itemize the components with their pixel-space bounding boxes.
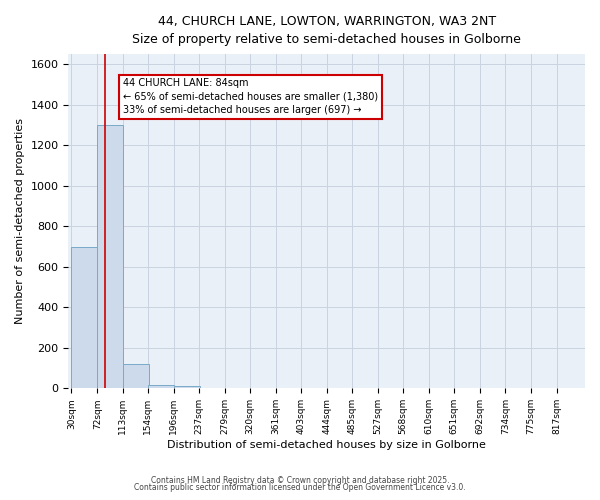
Y-axis label: Number of semi-detached properties: Number of semi-detached properties	[15, 118, 25, 324]
Bar	[174, 386, 200, 388]
Bar	[122, 364, 149, 388]
Text: Contains HM Land Registry data © Crown copyright and database right 2025.: Contains HM Land Registry data © Crown c…	[151, 476, 449, 485]
Bar	[97, 125, 123, 388]
Bar	[71, 246, 97, 388]
Text: Contains public sector information licensed under the Open Government Licence v3: Contains public sector information licen…	[134, 484, 466, 492]
Title: 44, CHURCH LANE, LOWTON, WARRINGTON, WA3 2NT
Size of property relative to semi-d: 44, CHURCH LANE, LOWTON, WARRINGTON, WA3…	[132, 15, 521, 46]
X-axis label: Distribution of semi-detached houses by size in Golborne: Distribution of semi-detached houses by …	[167, 440, 486, 450]
Bar	[148, 386, 174, 388]
Text: 44 CHURCH LANE: 84sqm
← 65% of semi-detached houses are smaller (1,380)
33% of s: 44 CHURCH LANE: 84sqm ← 65% of semi-deta…	[122, 78, 378, 115]
